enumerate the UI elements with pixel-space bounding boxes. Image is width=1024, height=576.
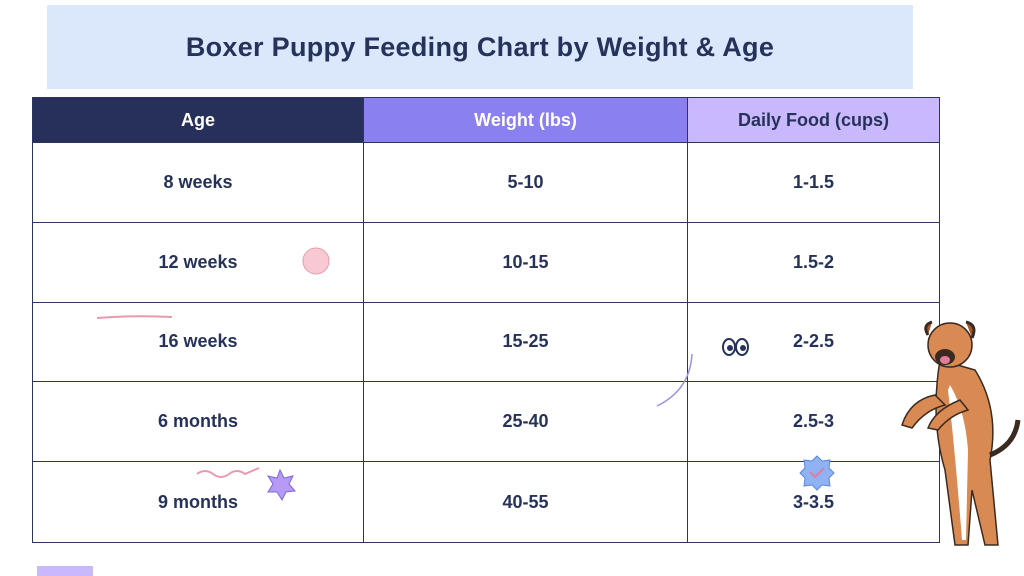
table-cell: 8 weeks bbox=[33, 143, 364, 223]
footer-chip bbox=[37, 566, 93, 576]
table-cell: 5-10 bbox=[364, 143, 688, 223]
title: Boxer Puppy Feeding Chart by Weight & Ag… bbox=[185, 31, 775, 62]
table-cell: 15-25 bbox=[364, 302, 688, 383]
table-cell: 16 weeks bbox=[33, 302, 364, 383]
column-header: Daily Food (cups) bbox=[688, 98, 939, 143]
column-header: Weight (lbs) bbox=[364, 98, 688, 143]
table-cell: 25-40 bbox=[364, 382, 688, 463]
table-cell: 12 weeks bbox=[33, 222, 364, 303]
table-cell: 2-2.5 bbox=[688, 303, 939, 383]
column-header: Age bbox=[33, 98, 364, 143]
table-cell: 10-15 bbox=[364, 222, 688, 303]
table-cell: 1-1.5 bbox=[688, 143, 939, 223]
table-cell: 6 months bbox=[33, 382, 364, 463]
title-banner: Boxer Puppy Feeding Chart by Weight & Ag… bbox=[47, 5, 913, 89]
table-cell: 3-3.5 bbox=[792, 491, 835, 512]
table-cell: 1.5-2 bbox=[688, 223, 939, 303]
table-cell: 2.5-3 bbox=[688, 382, 939, 463]
table-cell: 9 months bbox=[33, 462, 364, 542]
table-cell: 40-55 bbox=[364, 462, 688, 542]
feeding-table: Age Weight (lbs) Daily Food (cups) 8 weeks 5… bbox=[32, 97, 940, 543]
